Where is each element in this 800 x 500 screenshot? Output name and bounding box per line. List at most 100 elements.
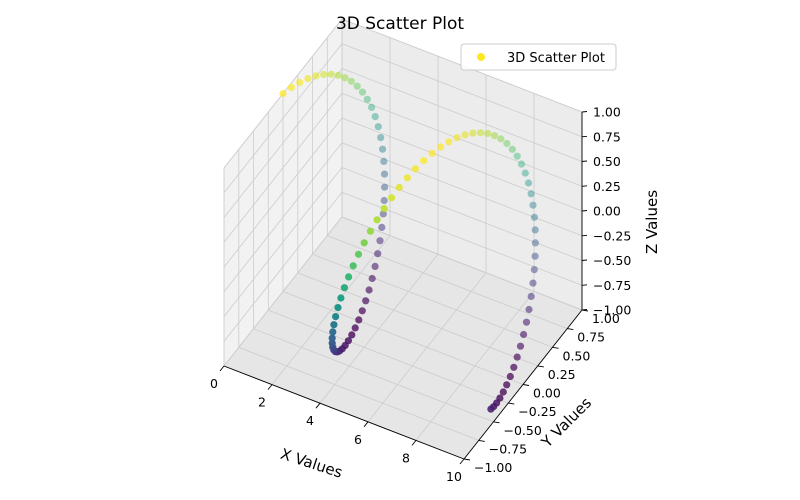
data-point	[368, 103, 376, 111]
data-point	[525, 305, 533, 314]
data-point	[529, 201, 537, 209]
z-tick-mark	[581, 234, 588, 237]
z-axis-label: Z Values	[643, 190, 661, 254]
data-point	[296, 78, 304, 86]
y-tick-label: 1.00	[592, 311, 620, 326]
x-tick-label: 6	[354, 432, 362, 447]
z-tick-mark	[581, 309, 588, 311]
grid-line	[223, 43, 343, 194]
data-point	[334, 304, 342, 312]
axes-panes	[223, 17, 583, 460]
z-tick-mark	[581, 259, 588, 261]
data-point	[330, 321, 338, 329]
grid-line	[341, 142, 583, 237]
grid-line	[341, 216, 583, 311]
data-point	[329, 328, 337, 336]
z-tick-label: −1.00	[593, 303, 631, 318]
grid-line	[223, 68, 343, 218]
z-tick-mark	[581, 160, 588, 162]
data-point	[499, 388, 507, 396]
z-tick-label: 1.00	[593, 105, 621, 120]
x-tick-label: 2	[258, 395, 266, 410]
data-point	[530, 213, 539, 221]
z-tick-label: 0.50	[593, 154, 621, 169]
z-tick-label: 0.25	[593, 179, 621, 194]
data-point	[379, 145, 387, 153]
grid-line	[268, 309, 509, 404]
data-point	[527, 190, 535, 198]
z-tick-mark	[581, 185, 588, 187]
grid-line	[341, 117, 583, 212]
data-point	[287, 83, 295, 91]
data-point	[508, 145, 516, 153]
y-tick-mark	[493, 421, 500, 424]
grid-line	[341, 167, 583, 261]
data-point	[328, 334, 336, 342]
data-point	[469, 129, 477, 137]
data-points	[279, 70, 540, 413]
z-tick-mark	[581, 210, 588, 212]
data-point	[380, 170, 389, 178]
data-point	[360, 239, 368, 247]
legend: 3D Scatter Plot	[460, 43, 617, 71]
data-point	[436, 143, 445, 151]
y-tick-label: −0.25	[518, 404, 556, 419]
data-point	[340, 284, 348, 292]
data-point	[521, 169, 529, 177]
data-point	[353, 82, 361, 90]
data-point	[510, 363, 518, 371]
y-tick-label: −1.00	[474, 460, 512, 475]
y-tick-label: 0.75	[577, 330, 605, 345]
data-point	[420, 157, 428, 165]
data-point	[490, 132, 499, 140]
grid-line	[297, 272, 538, 367]
data-point	[371, 262, 379, 270]
x-tick-mark	[315, 402, 321, 409]
data-point	[513, 353, 521, 361]
data-point	[332, 313, 340, 321]
chart-title: 3D Scatter Plot	[336, 14, 464, 34]
data-point	[513, 152, 521, 160]
data-point	[362, 297, 370, 305]
y-tick-mark	[478, 439, 485, 442]
data-point	[529, 279, 537, 287]
grid-line	[253, 328, 494, 423]
data-point	[354, 250, 363, 258]
grid-line	[327, 235, 568, 329]
x-tick-mark	[267, 384, 273, 390]
data-point	[358, 307, 366, 315]
data-point	[520, 330, 528, 339]
data-point	[279, 89, 287, 98]
data-point	[503, 139, 511, 148]
z-tick-mark	[581, 284, 588, 286]
data-point	[327, 70, 335, 78]
y-tick-mark	[552, 346, 559, 349]
data-point	[348, 331, 356, 339]
data-point	[351, 324, 359, 332]
x-tick-label: 8	[402, 450, 410, 465]
grid-line	[223, 216, 343, 367]
z-tick-mark	[581, 111, 588, 113]
y-tick-label: −0.50	[504, 423, 542, 438]
data-point	[377, 134, 385, 142]
z-tick-label: −0.50	[593, 253, 631, 268]
z-tick-label: −0.25	[593, 228, 631, 243]
data-point	[484, 129, 492, 138]
y-tick-label: 0.00	[533, 386, 561, 401]
grid-line	[238, 347, 479, 441]
grid-lines	[223, 18, 583, 460]
data-point	[527, 292, 535, 300]
data-point	[363, 95, 371, 103]
grid-line	[312, 253, 553, 348]
data-point	[445, 138, 453, 146]
data-point	[371, 113, 379, 121]
tick-labels: 0 2 4 6 8 10 −1.00 −0.75 −0.50 −0.25 0.00 0.25 0.50 0…	[210, 105, 631, 485]
data-point	[381, 183, 389, 191]
y-tick-mark	[567, 328, 574, 331]
data-point	[355, 316, 363, 324]
data-point	[374, 123, 382, 131]
data-point	[334, 71, 342, 79]
data-point	[320, 70, 328, 79]
data-point	[366, 227, 374, 235]
